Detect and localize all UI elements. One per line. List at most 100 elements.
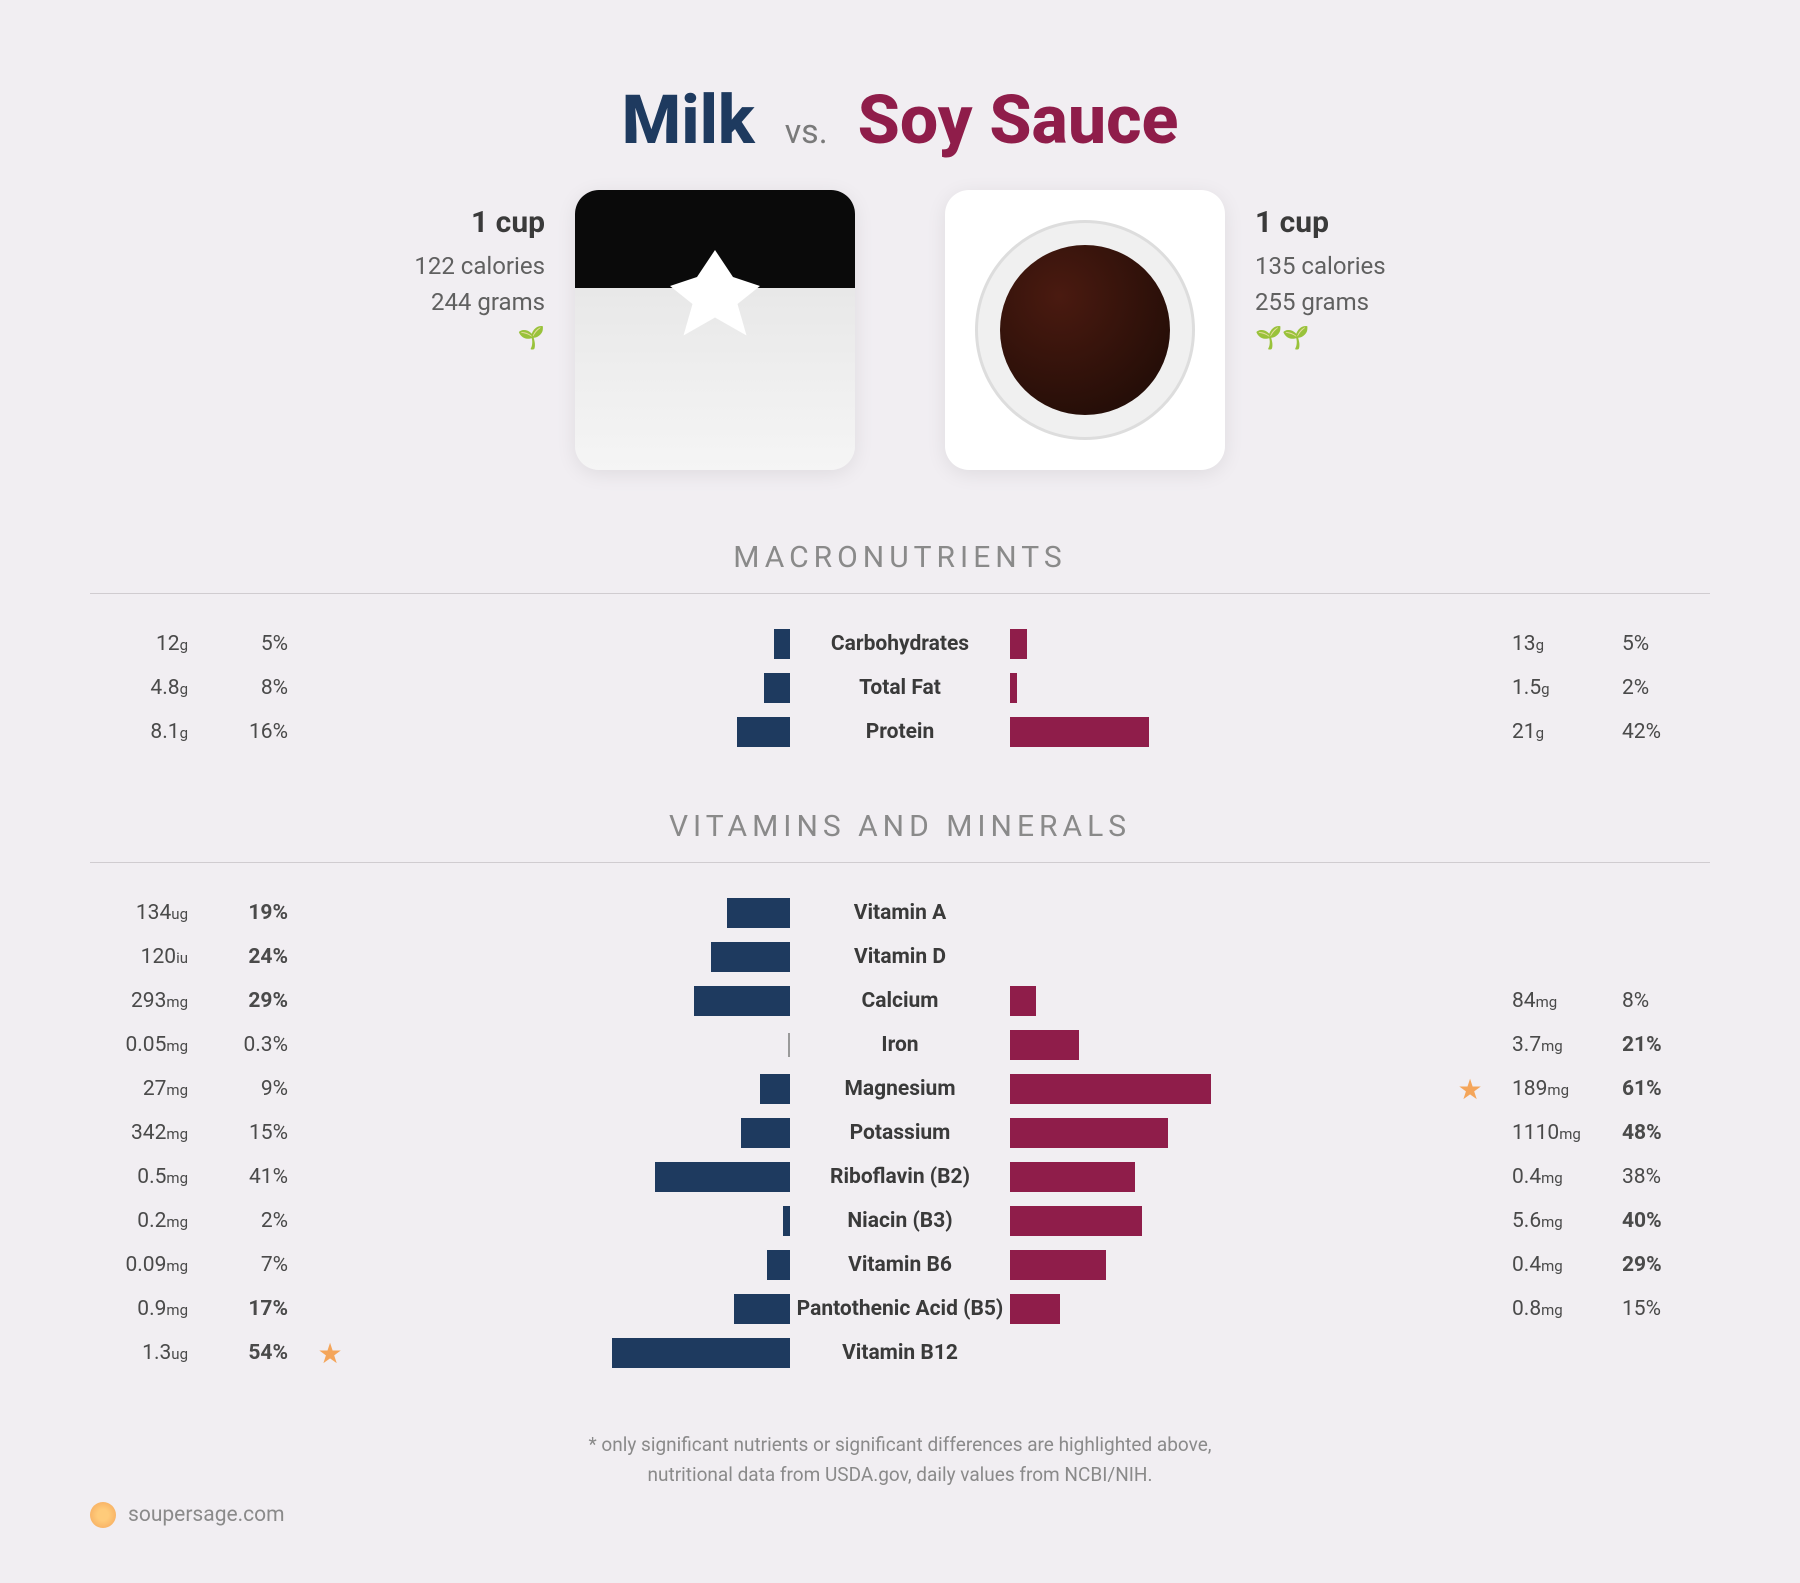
nutrient-pct-left: 54% <box>200 1341 300 1365</box>
food-serving-right: 1 cup <box>1255 205 1386 240</box>
bar-left <box>360 710 790 754</box>
food-serving-left: 1 cup <box>414 205 545 240</box>
nutrient-pct-left: 29% <box>200 989 300 1013</box>
nutrient-pct-right: 42% <box>1610 720 1710 744</box>
nutrient-value-right: 0.4mg <box>1500 1253 1610 1277</box>
nutrient-pct-right: 40% <box>1610 1209 1710 1233</box>
nutrient-pct-left: 5% <box>200 632 300 656</box>
food-summary-row: 1 cup 122 calories 244 grams 🌱 1 cup 135… <box>90 190 1710 470</box>
nutrient-label: Total Fat <box>790 676 1010 700</box>
nutrient-value-right: 21g <box>1500 720 1610 744</box>
divider <box>90 862 1710 863</box>
nutrient-label: Vitamin B12 <box>790 1341 1010 1365</box>
nutrient-value-right: 189mg <box>1500 1077 1610 1101</box>
bar-right <box>1010 1155 1440 1199</box>
nutrient-row: 0.09mg7%Vitamin B60.4mg29% <box>90 1243 1710 1287</box>
food-grams-right: 255 grams <box>1255 288 1386 316</box>
nutrient-row: 8.1g16%Protein21g42% <box>90 710 1710 754</box>
bar-right <box>1010 1023 1440 1067</box>
nutrient-value-right: 84mg <box>1500 989 1610 1013</box>
bar-left <box>360 1155 790 1199</box>
comparison-header: Milk vs. Soy Sauce <box>90 80 1710 160</box>
food-image-left <box>575 190 855 470</box>
nutrient-value-left: 27mg <box>90 1077 200 1101</box>
divider <box>90 593 1710 594</box>
nutrient-label: Magnesium <box>790 1077 1010 1101</box>
nutrient-row: 134ug19%Vitamin A <box>90 891 1710 935</box>
leaf-icon: 🌱 <box>414 326 545 351</box>
food-calories-left: 122 calories <box>414 252 545 280</box>
nutrient-value-right: 1.5g <box>1500 676 1610 700</box>
brand-text: soupersage.com <box>128 1503 285 1527</box>
bar-right <box>1010 1243 1440 1287</box>
nutrient-label: Niacin (B3) <box>790 1209 1010 1233</box>
nutrient-value-right: 1110mg <box>1500 1121 1610 1145</box>
nutrient-row: 0.5mg41%Riboflavin (B2)0.4mg38% <box>90 1155 1710 1199</box>
food-block-left: 1 cup 122 calories 244 grams 🌱 <box>414 190 855 470</box>
bar-left <box>360 622 790 666</box>
nutrient-value-left: 4.8g <box>90 676 200 700</box>
nutrient-row: 120iu24% Vitamin D <box>90 935 1710 979</box>
section-title-macros: MACRONUTRIENTS <box>90 540 1710 575</box>
bar-right <box>1010 935 1440 979</box>
nutrient-row: 0.9mg17%Pantothenic Acid (B5)0.8mg15% <box>90 1287 1710 1331</box>
bar-left <box>360 935 790 979</box>
bar-right <box>1010 1331 1440 1375</box>
nutrient-value-left: 0.9mg <box>90 1297 200 1321</box>
nutrient-pct-left: 24% <box>200 945 300 969</box>
nutrient-value-left: 0.2mg <box>90 1209 200 1233</box>
nutrient-label: Iron <box>790 1033 1010 1057</box>
bar-left <box>360 979 790 1023</box>
star-icon: ★ <box>1440 1073 1500 1106</box>
nutrient-value-right: 3.7mg <box>1500 1033 1610 1057</box>
nutrient-pct-right: 2% <box>1610 676 1710 700</box>
footnote-line: nutritional data from USDA.gov, daily va… <box>90 1460 1710 1490</box>
vitamins-section: VITAMINS AND MINERALS 134ug19%Vitamin A1… <box>90 809 1710 1375</box>
bar-right <box>1010 1067 1440 1111</box>
nutrient-label: Pantothenic Acid (B5) <box>790 1297 1010 1321</box>
nutrient-pct-left: 0.3% <box>200 1033 300 1057</box>
food-image-right <box>945 190 1225 470</box>
nutrient-label: Carbohydrates <box>790 632 1010 656</box>
footnote-line: * only significant nutrients or signific… <box>90 1430 1710 1460</box>
nutrient-pct-right: 29% <box>1610 1253 1710 1277</box>
bar-right <box>1010 710 1440 754</box>
bar-left <box>360 891 790 935</box>
nutrient-value-left: 134ug <box>90 901 200 925</box>
nutrient-pct-right: 8% <box>1610 989 1710 1013</box>
nutrient-pct-left: 16% <box>200 720 300 744</box>
nutrient-label: Vitamin D <box>790 945 1010 969</box>
vitamins-chart: 134ug19%Vitamin A120iu24%Vitamin D293mg2… <box>90 891 1710 1375</box>
nutrient-label: Protein <box>790 720 1010 744</box>
food-info-left: 1 cup 122 calories 244 grams 🌱 <box>414 190 545 351</box>
nutrient-label: Riboflavin (B2) <box>790 1165 1010 1189</box>
nutrient-value-left: 0.5mg <box>90 1165 200 1189</box>
soy-sauce-icon <box>1000 245 1170 415</box>
nutrient-label: Vitamin A <box>790 901 1010 925</box>
nutrient-label: Vitamin B6 <box>790 1253 1010 1277</box>
nutrient-row: 12g5%Carbohydrates13g5% <box>90 622 1710 666</box>
nutrient-pct-left: 17% <box>200 1297 300 1321</box>
milk-splash-icon <box>670 250 760 340</box>
bar-left <box>360 1331 790 1375</box>
footnote: * only significant nutrients or signific… <box>90 1430 1710 1491</box>
bar-right <box>1010 666 1440 710</box>
nutrient-value-left: 342mg <box>90 1121 200 1145</box>
nutrient-row: 0.05mg0.3%Iron3.7mg21% <box>90 1023 1710 1067</box>
nutrient-value-left: 293mg <box>90 989 200 1013</box>
nutrient-pct-right: 48% <box>1610 1121 1710 1145</box>
nutrient-pct-left: 7% <box>200 1253 300 1277</box>
nutrient-pct-left: 8% <box>200 676 300 700</box>
star-icon: ★ <box>300 1337 360 1370</box>
nutrient-pct-right: 21% <box>1610 1033 1710 1057</box>
nutrient-pct-right: 61% <box>1610 1077 1710 1101</box>
macros-chart: 12g5%Carbohydrates13g5%4.8g8%Total Fat1.… <box>90 622 1710 754</box>
nutrient-row: 293mg29% Calcium 84mg8% <box>90 979 1710 1023</box>
nutrient-value-left: 120iu <box>90 945 200 969</box>
nutrient-label: Potassium <box>790 1121 1010 1145</box>
nutrient-pct-right: 5% <box>1610 632 1710 656</box>
nutrient-label: Calcium <box>790 989 1010 1013</box>
nutrient-row: 0.2mg2%Niacin (B3)5.6mg40% <box>90 1199 1710 1243</box>
bar-left <box>360 1287 790 1331</box>
bar-right <box>1010 1111 1440 1155</box>
